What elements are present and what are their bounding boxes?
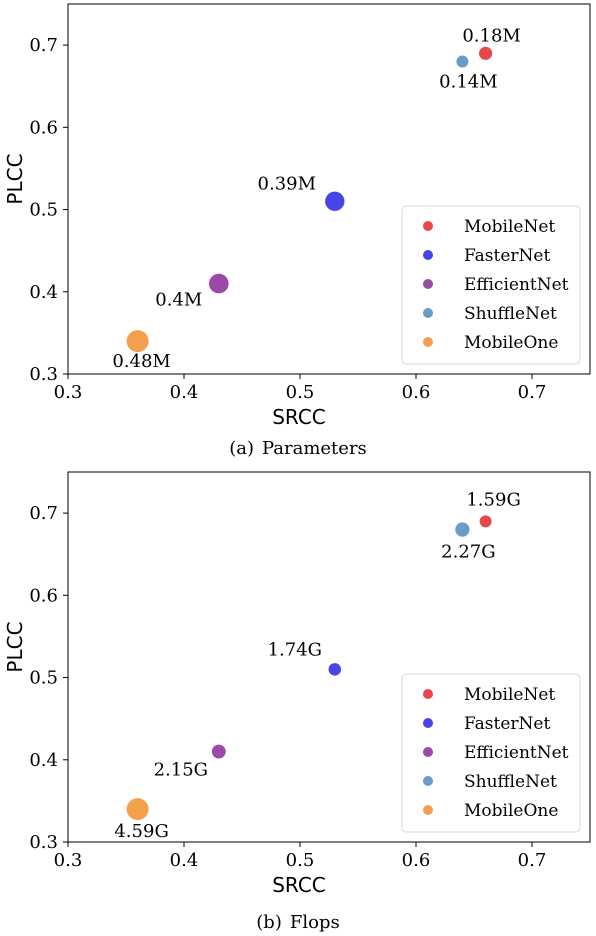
legend-marker — [423, 747, 433, 757]
y-tick-label: 0.4 — [29, 282, 58, 303]
x-tick-label: 0.4 — [170, 850, 199, 871]
subfigure-label: (b) — [256, 912, 282, 933]
y-axis-label: PLCC — [3, 153, 27, 204]
y-axis-label: PLCC — [3, 621, 27, 672]
x-tick-label: 0.4 — [170, 382, 199, 403]
legend-box — [401, 673, 581, 833]
chart-caption: (a) Parameters — [0, 438, 596, 459]
y-tick-label: 0.6 — [29, 117, 58, 138]
data-point — [455, 522, 470, 537]
legend-marker — [423, 776, 433, 786]
legend-label: EfficientNet — [464, 275, 569, 295]
x-tick-label: 0.3 — [54, 850, 83, 871]
data-point — [211, 744, 226, 759]
scatter-chart-flops: 0.3 0.4 0.5 0.6 0.7 0.3 0.4 0.5 0.6 0.7 SRCC PLCC 1.… — [3, 471, 591, 897]
data-point — [126, 798, 149, 821]
x-axis-label: SRCC — [272, 405, 326, 429]
y-tick-label: 0.3 — [29, 364, 58, 385]
x-tick-label: 0.5 — [286, 850, 315, 871]
point-annotation: 1.59G — [466, 489, 520, 510]
y-tick-label: 0.3 — [29, 832, 58, 853]
legend-marker — [423, 279, 433, 289]
data-point — [325, 191, 345, 212]
y-tick-label: 0.5 — [29, 668, 58, 689]
chart-panel-flops: 0.3 0.4 0.5 0.6 0.7 0.3 0.4 0.5 0.6 0.7 SRCC PLCC 1.… — [0, 468, 596, 936]
y-tick-label: 0.6 — [29, 585, 58, 606]
data-point — [126, 330, 149, 353]
caption-text: Parameters — [261, 438, 367, 459]
legend-label: MobileOne — [464, 333, 558, 353]
plot-frame — [67, 471, 591, 843]
x-tick-label: 0.7 — [518, 850, 547, 871]
x-tick-label: 0.6 — [402, 850, 431, 871]
legend-marker — [423, 805, 433, 815]
legend-label: FasterNet — [464, 246, 550, 266]
point-annotation: 0.18M — [462, 25, 521, 46]
point-annotation: 2.27G — [441, 542, 495, 563]
x-tick-label: 0.3 — [54, 382, 83, 403]
point-annotation: 0.39M — [258, 173, 317, 194]
legend-label: EfficientNet — [464, 743, 569, 763]
legend-box — [401, 205, 581, 365]
point-annotation: 0.48M — [112, 351, 171, 372]
chart-panel-parameters: 0.3 0.4 0.5 0.6 0.7 0.3 0.4 0.5 0.6 0.7 SRCC PLCC 0.… — [0, 3, 596, 459]
point-annotation: 2.15G — [154, 760, 208, 781]
legend-marker — [423, 221, 433, 231]
subfigure-label: (a) — [229, 438, 254, 459]
x-axis-label: SRCC — [272, 873, 326, 897]
legend-marker — [423, 689, 433, 699]
scatter-chart-parameters: 0.3 0.4 0.5 0.6 0.7 0.3 0.4 0.5 0.6 0.7 SRCC PLCC 0.… — [3, 3, 591, 429]
y-tick-label: 0.4 — [29, 750, 58, 771]
legend-marker — [423, 250, 433, 260]
legend-label: MobileNet — [464, 685, 555, 705]
point-annotation: 0.4M — [155, 290, 202, 311]
legend-marker — [423, 337, 433, 347]
legend-label: MobileNet — [464, 217, 555, 237]
point-annotation: 0.14M — [439, 72, 498, 93]
legend-marker — [423, 308, 433, 318]
y-tick-label: 0.7 — [29, 35, 58, 56]
legend-label: MobileOne — [464, 801, 558, 821]
legend-label: FasterNet — [464, 714, 550, 734]
x-tick-label: 0.7 — [518, 382, 547, 403]
data-point — [456, 55, 469, 68]
data-point — [328, 663, 342, 676]
legend-label: ShuffleNet — [464, 772, 557, 792]
x-tick-label: 0.5 — [286, 382, 315, 403]
point-annotation: 4.59G — [114, 821, 168, 842]
chart-caption: (b) Flops — [0, 912, 596, 933]
y-tick-label: 0.7 — [29, 503, 58, 524]
point-annotation: 1.74G — [268, 639, 322, 660]
legend-marker — [423, 718, 433, 728]
data-point — [208, 273, 229, 294]
data-point — [479, 515, 492, 528]
plot-frame — [67, 3, 591, 375]
y-tick-label: 0.5 — [29, 200, 58, 221]
x-tick-label: 0.6 — [402, 382, 431, 403]
data-point — [479, 46, 493, 60]
caption-text: Flops — [289, 912, 340, 933]
legend-label: ShuffleNet — [464, 304, 557, 324]
